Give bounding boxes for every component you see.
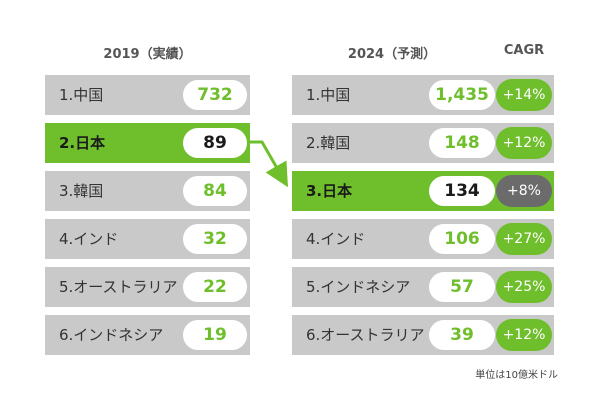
row-label: 4.インド [59,230,119,248]
row-value: 148 [428,127,496,159]
row-value: 57 [428,271,496,303]
title-cagr: CAGR [503,43,545,58]
row-label: 2.日本 [59,134,106,152]
table-row: 2.韓国 148 +12% [292,123,554,163]
row-label: 1.中国 [59,86,104,104]
table-row: 6.インドネシア 19 [45,315,250,355]
row-label: 2.韓国 [306,134,351,152]
row-cagr: +8% [496,175,552,207]
row-label: 6.インドネシア [59,326,164,344]
row-value: 106 [428,223,496,255]
row-label: 3.日本 [306,182,353,200]
row-value: 19 [182,319,248,351]
row-value: 89 [182,127,248,159]
row-label: 3.韓国 [59,182,104,200]
row-value: 84 [182,175,248,207]
table-row: 1.中国 1,435 +14% [292,75,554,115]
row-label: 5.インドネシア [306,278,411,296]
row-value: 134 [428,175,496,207]
row-cagr: +12% [496,319,552,351]
table-row: 6.オーストラリア 39 +12% [292,315,554,355]
table-row: 4.インド 106 +27% [292,219,554,259]
table-row: 3.韓国 84 [45,171,250,211]
table-row: 1.中国 732 [45,75,250,115]
row-value: 32 [182,223,248,255]
row-cagr: +25% [496,271,552,303]
row-value: 1,435 [428,79,496,111]
row-label: 5.オーストラリア [59,278,178,296]
row-cagr: +27% [496,223,552,255]
table-row: 2.日本 89 [45,123,250,163]
title-2019: 2019（実績） [103,47,192,62]
table-row: 5.オーストラリア 22 [45,267,250,307]
unit-note: 単位は10億米ドル [475,370,558,381]
table-row: 4.インド 32 [45,219,250,259]
row-value: 732 [182,79,248,111]
row-label: 6.オーストラリア [306,326,425,344]
table-row: 5.インドネシア 57 +25% [292,267,554,307]
row-label: 1.中国 [306,86,351,104]
row-label: 4.インド [306,230,366,248]
row-cagr: +12% [496,127,552,159]
row-value: 22 [182,271,248,303]
row-cagr: +14% [496,79,552,111]
row-value: 39 [428,319,496,351]
title-2024: 2024（予測） [347,47,437,62]
table-row: 3.日本 134 +8% [292,171,554,211]
